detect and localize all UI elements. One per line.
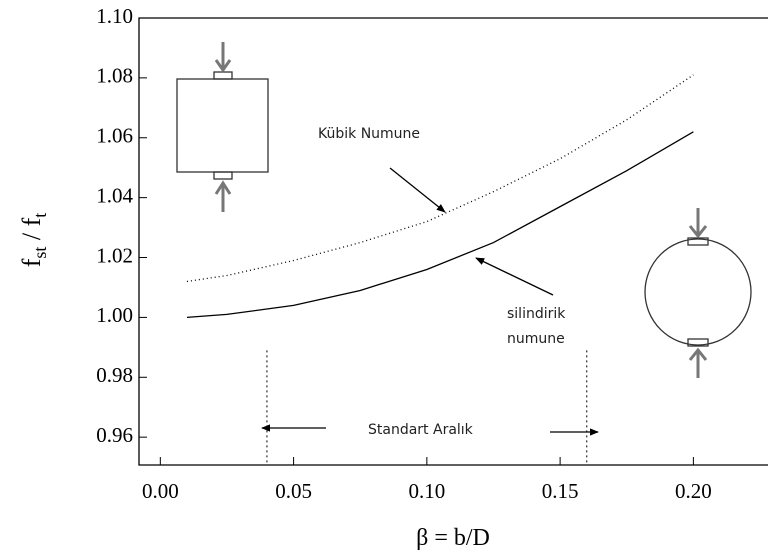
y-tick-label: 1.00 xyxy=(96,303,133,327)
y-tick-label: 1.10 xyxy=(96,4,133,28)
cylinder-icon xyxy=(644,208,752,378)
y-label-part: t xyxy=(30,213,50,218)
annotation: silindirik xyxy=(507,306,566,322)
x-tick-label: 0.05 xyxy=(275,479,312,503)
x-axis-label: β = b/D xyxy=(416,525,490,551)
y-tick-label: 1.02 xyxy=(96,243,133,267)
annotation-arrows xyxy=(261,167,599,436)
annotation: numune xyxy=(507,331,565,347)
x-tick-label: 0.15 xyxy=(542,479,579,503)
y-tick-label: 1.06 xyxy=(96,124,133,148)
y-axis-label: fst / ft xyxy=(17,213,50,268)
y-tick-label: 0.98 xyxy=(96,363,133,387)
annotation: Standart Aralık xyxy=(368,422,474,438)
x-tick-label: 0.20 xyxy=(675,479,712,503)
y-label-part: st xyxy=(30,247,50,259)
y-label-part: f xyxy=(17,258,46,267)
y-tick-label: 1.04 xyxy=(96,183,133,207)
cube-icon xyxy=(176,42,269,212)
x-tick-label: 0.00 xyxy=(142,479,179,503)
line xyxy=(186,74,694,283)
annotation: Kübik Numune xyxy=(318,126,420,142)
x-tick-label: 0.10 xyxy=(408,479,445,503)
y-tick-label: 1.08 xyxy=(96,64,133,88)
y-tick-label: 0.96 xyxy=(96,423,133,447)
axis-frame xyxy=(138,17,768,466)
y-label-part: / f xyxy=(17,217,46,246)
line xyxy=(186,131,694,319)
